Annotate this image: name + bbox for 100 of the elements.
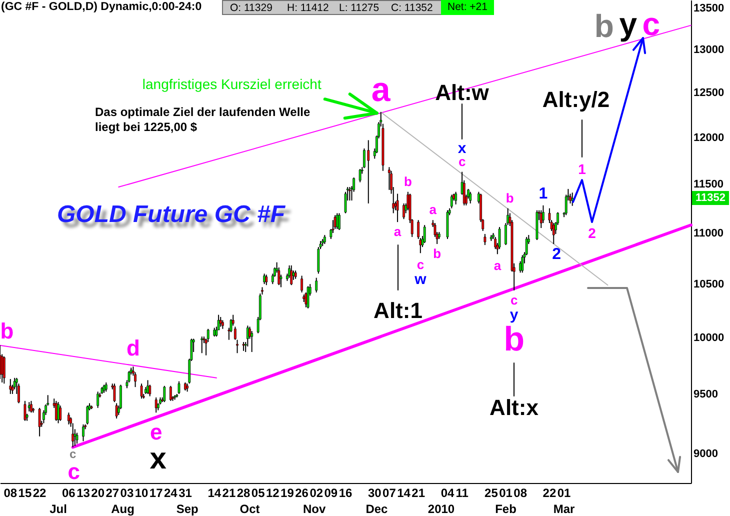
x2-tick-label: Dec (366, 502, 388, 516)
annotation: c (68, 459, 80, 484)
candlestick (454, 191, 458, 205)
candlestick (338, 212, 340, 230)
candlestick (484, 233, 486, 246)
x-tick-label: 07 (382, 486, 396, 500)
annotation: c (416, 257, 424, 272)
x-tick-label: 12 (266, 486, 280, 500)
x2-tick-label: 2010 (428, 502, 455, 516)
candlestick (552, 222, 555, 245)
candlestick (82, 424, 84, 442)
x-tick-label: 25 (484, 486, 498, 500)
y-tick-label: 12000 (694, 132, 724, 144)
candlestick (67, 412, 70, 425)
x-tick-label: 22 (32, 486, 47, 500)
annotation: y (619, 6, 638, 42)
annotation: c (70, 447, 77, 462)
annotation: b (404, 174, 412, 189)
y-tick-label: 12500 (694, 87, 724, 100)
x2-tick-label: Aug (111, 502, 134, 516)
annotation: 1 (538, 185, 548, 202)
annotation: b (594, 8, 614, 44)
x-tick-label: 04 (440, 486, 454, 500)
x2-tick-label: Nov (302, 502, 326, 516)
x-tick-label: 03 (120, 486, 134, 500)
candlestick (265, 274, 268, 286)
annotation: x (150, 442, 167, 476)
y-tick-label: 10000 (694, 332, 724, 344)
candlestick (396, 193, 399, 223)
annotation: Alt:1 (374, 298, 422, 323)
x-tick-label: 08 (514, 486, 528, 500)
annotation: Alt:x (490, 395, 538, 420)
x-tick-label: 05 (251, 486, 266, 500)
candlestick (323, 234, 326, 245)
candlestick (24, 400, 26, 422)
x2-tick-label: Jul (50, 502, 67, 516)
annotation: H: 11412 (287, 2, 329, 14)
annotation: d (126, 336, 140, 361)
x-tick-label: 24 (164, 486, 178, 500)
annotation: a (429, 202, 438, 218)
candlestick (2, 356, 6, 384)
x-tick-label: 30 (368, 486, 382, 500)
candlestick (169, 385, 172, 402)
annotation: b (433, 246, 442, 262)
x2-tick-label: Feb (495, 502, 516, 516)
candlestick (113, 383, 116, 403)
candlestick (571, 192, 574, 206)
candlestick (140, 383, 143, 400)
annotation: GOLD Future GC #F (57, 201, 285, 228)
annotation: 2 (588, 225, 596, 241)
x-tick-label: 10 (134, 486, 149, 500)
candlestick (344, 191, 347, 214)
candlestick (306, 286, 310, 309)
annotation: c (642, 6, 660, 42)
candlestick (30, 400, 32, 414)
x-tick-label: 02 (310, 486, 324, 500)
x-tick-label: 09 (324, 486, 338, 500)
x2-tick-label: Mar (553, 502, 576, 516)
y-tick-label: 10500 (694, 278, 724, 291)
x-tick-label: 19 (280, 486, 294, 500)
annotation: langfristiges Kursziel erreicht (142, 76, 322, 92)
x-tick-label: 21 (222, 486, 236, 500)
x-tick-label: 15 (18, 486, 32, 500)
x-tick-label: 20 (91, 486, 105, 500)
x2-tick-label: Sep (176, 502, 198, 516)
candlestick (498, 226, 501, 250)
candlestick (219, 316, 222, 328)
candlestick (388, 166, 390, 190)
annotation: 11352 (692, 191, 729, 206)
candlestick (86, 405, 89, 425)
annotation: C: 11352 (391, 2, 433, 14)
x-tick-label: 14 (397, 486, 411, 500)
x-tick-label: 27 (106, 486, 120, 500)
candlestick (450, 194, 453, 209)
annotation: a (394, 224, 402, 240)
y-tick-label: 11000 (694, 227, 724, 240)
candlestick (57, 402, 60, 424)
candlestick (163, 385, 166, 403)
candlestick (154, 396, 158, 414)
annotation: L: 11275 (339, 2, 380, 14)
candlestick (423, 224, 426, 244)
candlestick (38, 407, 41, 437)
annotation: 2 (552, 246, 562, 264)
candlestick (278, 266, 280, 286)
candlestick (59, 405, 62, 422)
x-tick-label: 14 (208, 486, 222, 500)
candlestick (367, 140, 370, 204)
x-tick-label: 01 (499, 486, 513, 500)
y-tick-label: 13000 (694, 44, 724, 56)
annotation: Das optimale Ziel der laufenden Welle liegt bei 1225,00 $ (95, 105, 310, 135)
chart-title: (GC #F - GOLD,D) Dynamic,0:00-24:0 (1, 0, 202, 13)
x-tick-label: 13 (76, 486, 90, 500)
x-tick-label: 11 (456, 486, 469, 500)
y-tick-label: 9500 (694, 388, 718, 400)
candlestick (315, 277, 318, 293)
x-tick-label: 22 (542, 486, 556, 500)
x-tick-label: 17 (149, 486, 164, 500)
x-tick-label: 08 (4, 486, 18, 500)
candlestick (358, 168, 362, 183)
x-tick-label: 26 (295, 486, 309, 500)
